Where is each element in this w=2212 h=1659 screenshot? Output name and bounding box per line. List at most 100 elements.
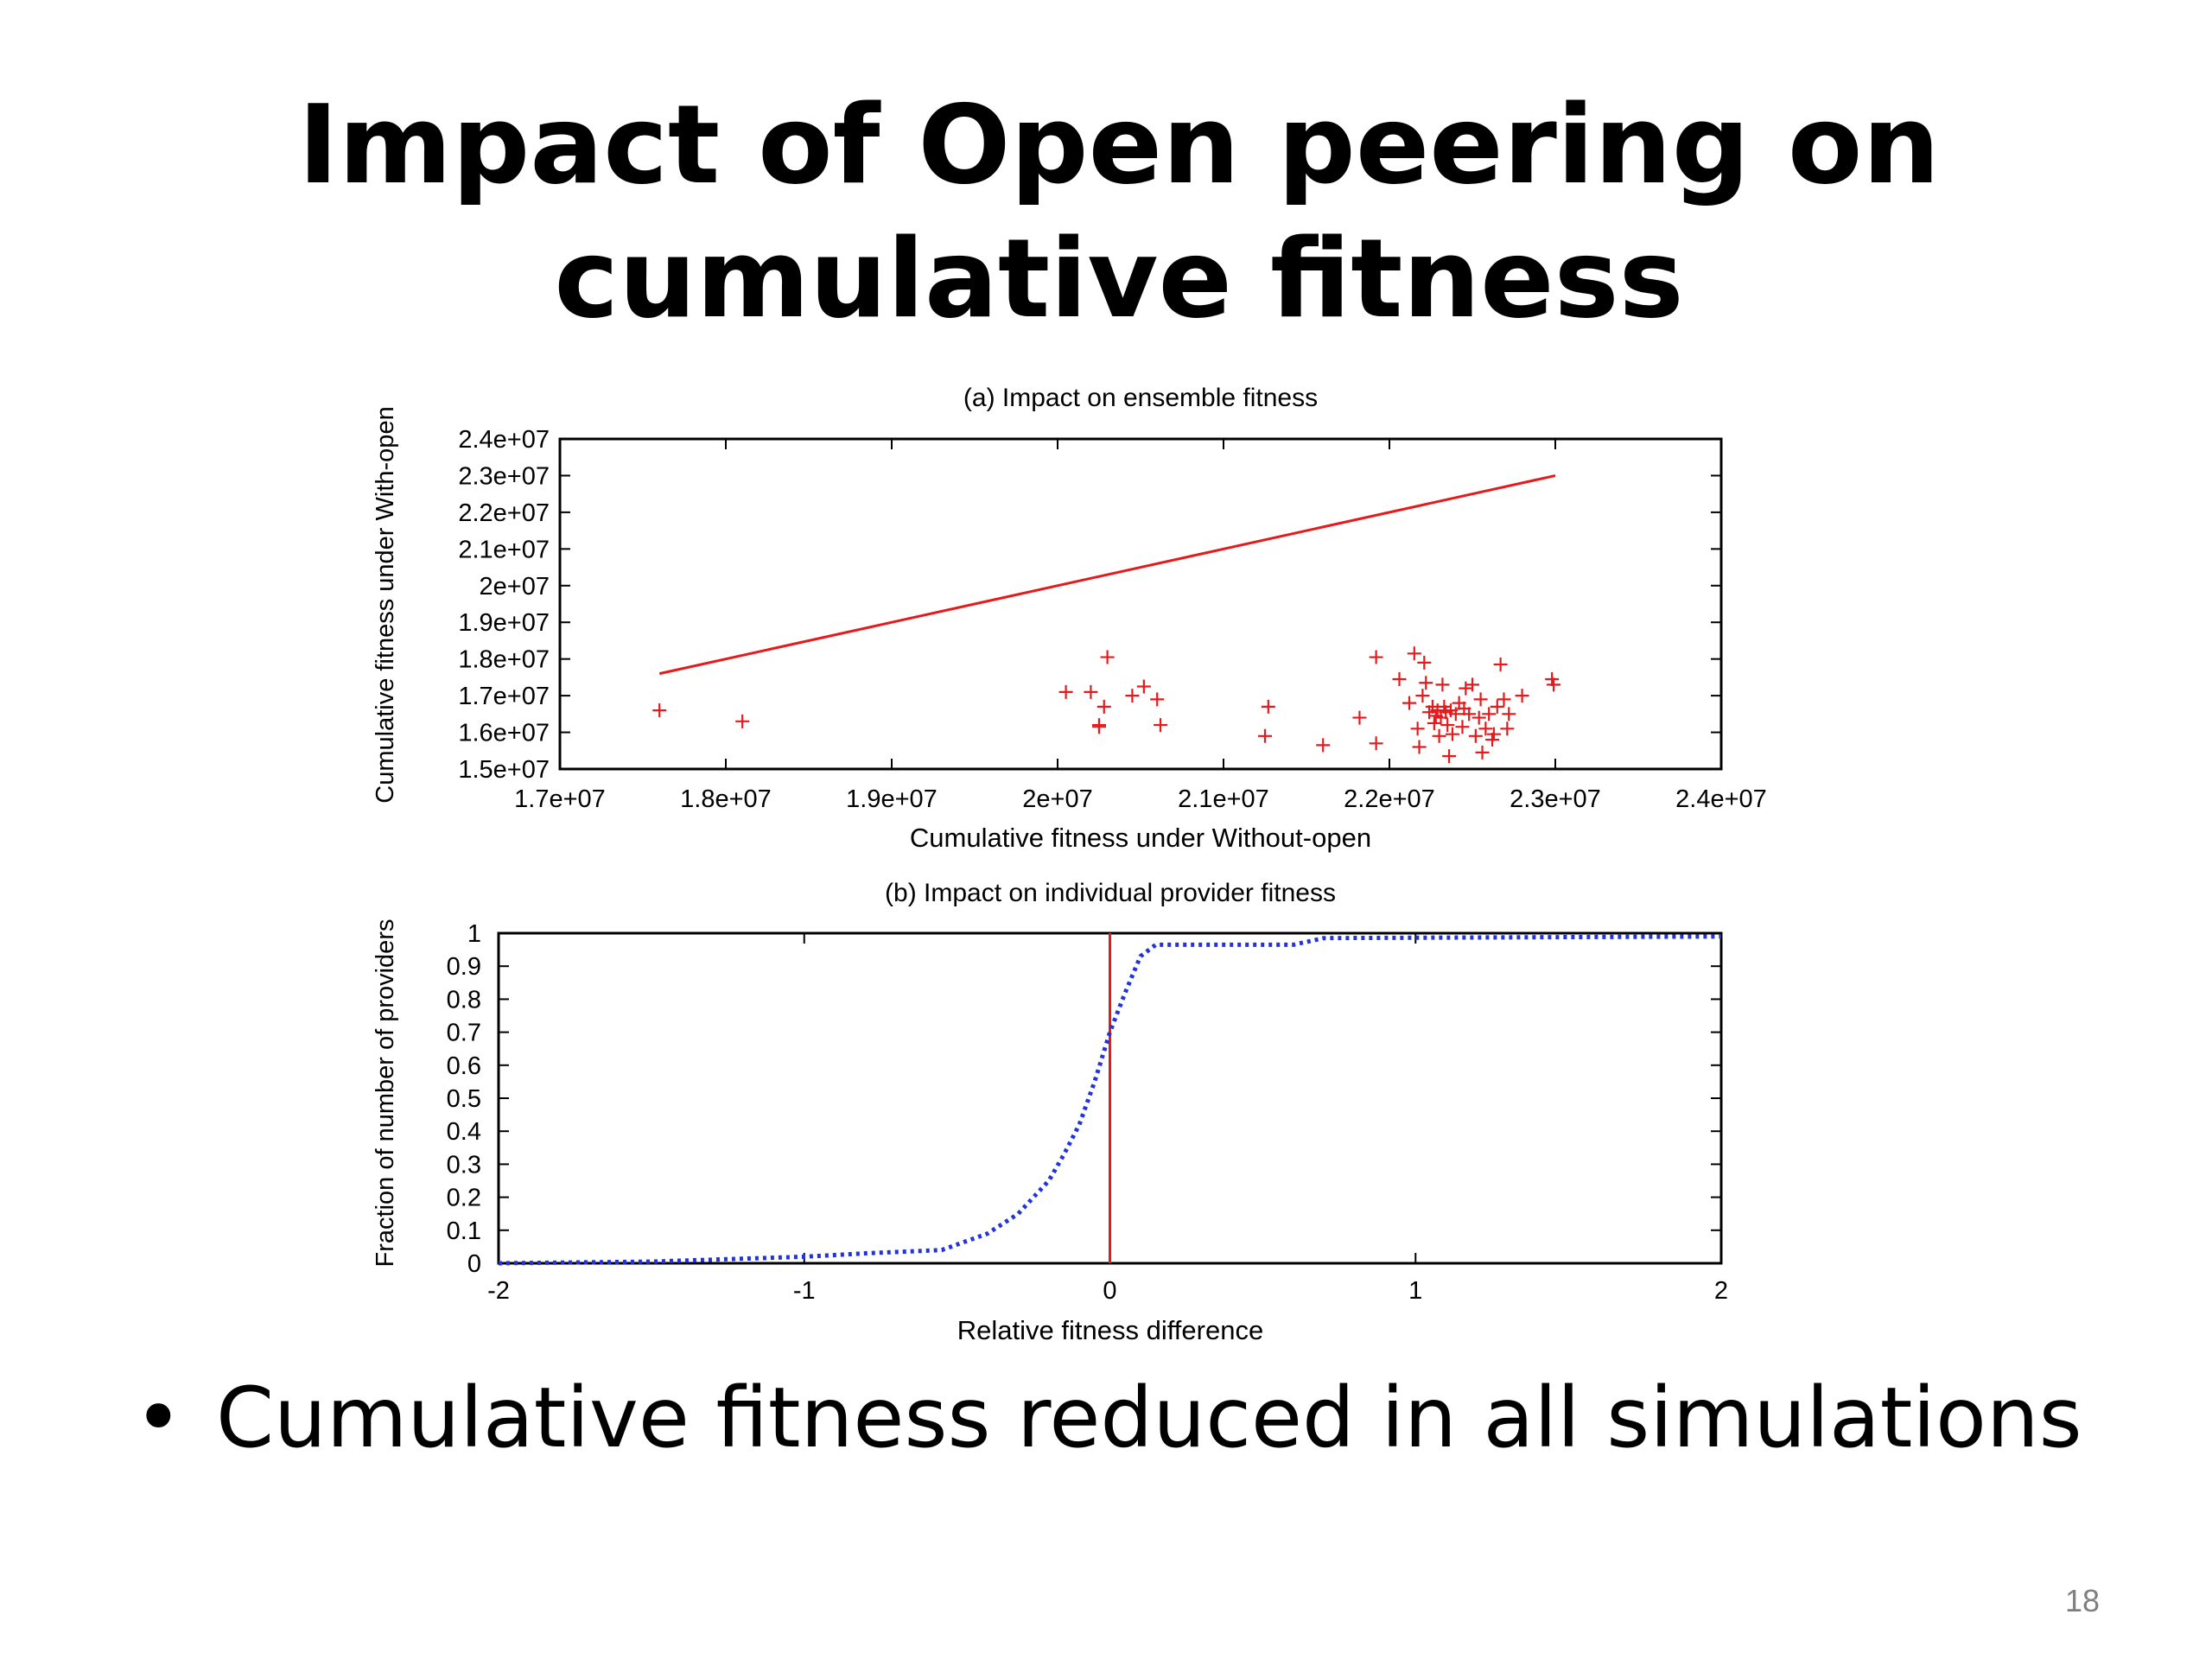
chart-a-title: (a) Impact on ensemble fitness [963, 384, 1318, 412]
x-tick-label: 2.2e+07 [1344, 785, 1435, 813]
plot-frame [558, 437, 1723, 771]
y-tick-label: 2.1e+07 [458, 536, 550, 563]
scatter-point [1435, 677, 1450, 692]
scatter-point [1392, 672, 1407, 687]
scatter-point [735, 714, 750, 728]
scatter-point [1261, 699, 1275, 714]
scatter-point [1096, 699, 1111, 714]
y-tick-label: 0.3 [447, 1151, 481, 1179]
scatter-point [1084, 684, 1098, 699]
y-tick-label: 0 [467, 1250, 481, 1278]
scatter-point [1468, 728, 1483, 743]
scatter-point [1502, 707, 1516, 721]
scatter-point [1500, 721, 1515, 736]
chart-b: (b) Impact on individual provider fitnes… [372, 879, 1728, 1345]
scatter-point [1440, 718, 1455, 733]
chart-b-title: (b) Impact on individual provider fitnes… [885, 879, 1336, 907]
scatter-point [1547, 677, 1561, 692]
y-tick-label: 0.6 [447, 1052, 481, 1080]
scatter-point [1150, 692, 1165, 707]
scatter-point [1410, 721, 1425, 736]
x-tick-label: -1 [793, 1277, 816, 1305]
scatter-point [1412, 740, 1427, 754]
x-tick-label: 1.7e+07 [514, 785, 606, 813]
title-line-2: cumulative fitness [554, 215, 1684, 342]
scatter-point [1417, 655, 1432, 670]
chart-b-ylabel: Fraction of number of providers [372, 919, 399, 1268]
bullet-item: • Cumulative fitness reduced in all simul… [134, 1370, 2082, 1466]
chart-a-ylabel: Cumulative fitness under With-open [372, 406, 399, 803]
y-tick-label: 1.7e+07 [458, 683, 550, 710]
bullet-text: Cumulative fitness reduced in all simula… [216, 1370, 2082, 1466]
scatter-point [1515, 689, 1529, 703]
scatter-point [1448, 707, 1463, 721]
scatter-point [1136, 679, 1151, 694]
scatter-point [1258, 728, 1272, 743]
scatter-point [1445, 727, 1459, 741]
x-tick-label: 1.9e+07 [846, 785, 938, 813]
scatter-point [1092, 718, 1106, 733]
scatter-point [1352, 710, 1367, 725]
scatter-point [1369, 736, 1383, 751]
x-tick-label: 2.4e+07 [1675, 785, 1767, 813]
scatter-point [1478, 721, 1493, 736]
x-tick-label: 2e+07 [1022, 785, 1092, 813]
scatter-point [1100, 650, 1115, 664]
scatter-point [1473, 692, 1488, 707]
scatter-point [1369, 650, 1383, 664]
x-tick-label: 0 [1103, 1277, 1116, 1305]
scatter-point [1482, 707, 1497, 721]
y-tick-label: 0.4 [447, 1118, 481, 1146]
scatter-point [1316, 738, 1331, 753]
scatter-point [1419, 676, 1433, 690]
scatter-point [1432, 728, 1446, 743]
bullet-symbol: • [134, 1370, 183, 1466]
y-tick-label: 0.8 [447, 986, 481, 1014]
scatter-point [1493, 658, 1508, 672]
y-tick-label: 2e+07 [480, 573, 550, 601]
x-tick-label: 2.3e+07 [1510, 785, 1601, 813]
y-tick-label: 1.6e+07 [458, 720, 550, 747]
y-tick-label: 2.3e+07 [458, 462, 550, 490]
y-tick-label: 1.5e+07 [458, 756, 550, 784]
scatter-point [1465, 677, 1479, 692]
scatter-point [1471, 710, 1486, 725]
scatter-point [1455, 720, 1470, 734]
y-tick-label: 0.9 [447, 953, 481, 981]
y-tick-label: 2.2e+07 [458, 499, 550, 527]
y-tick-label: 1.8e+07 [458, 646, 550, 674]
x-tick-label: 1.8e+07 [680, 785, 772, 813]
y-tick-label: 0.1 [447, 1217, 481, 1245]
y-tick-label: 0.2 [447, 1185, 481, 1212]
y-tick-label: 1 [467, 920, 481, 948]
x-tick-label: 1 [1408, 1277, 1422, 1305]
y-tick-label: 1.9e+07 [458, 609, 550, 637]
slide-title: Impact of Open peering on cumulative fit… [0, 78, 2212, 346]
cdf-line [498, 934, 1722, 1266]
scatter-point [1475, 745, 1490, 760]
scatter-point [1125, 689, 1140, 703]
scatter-point [1154, 718, 1168, 733]
page-number: 18 [2065, 1583, 2101, 1618]
scatter-point [1407, 646, 1421, 661]
scatter-point [1402, 696, 1417, 710]
chart-b-xlabel: Relative fitness difference [957, 1315, 1263, 1345]
scatter-point [1442, 749, 1457, 764]
y-tick-label: 0.7 [447, 1020, 481, 1047]
chart-a: (a) Impact on ensemble fitness 1.7e+07 1.8… [372, 384, 1767, 853]
scatter-point [1490, 699, 1504, 714]
x-tick-label: 2 [1714, 1277, 1728, 1305]
scatter-point [1459, 681, 1473, 696]
scatter-point [652, 703, 667, 718]
scatter-point [1497, 692, 1511, 707]
scatter-point [1058, 684, 1073, 699]
scatter-point [1462, 707, 1477, 721]
x-tick-label: -2 [487, 1277, 510, 1305]
y-tick-label: 2.4e+07 [458, 426, 550, 454]
title-line-1: Impact of Open peering on [297, 81, 1941, 208]
y-tick-label: 0.5 [447, 1085, 481, 1113]
scatter-point [1486, 727, 1501, 741]
diagonal-reference-line [658, 474, 1556, 676]
scatter-point [1415, 689, 1430, 703]
